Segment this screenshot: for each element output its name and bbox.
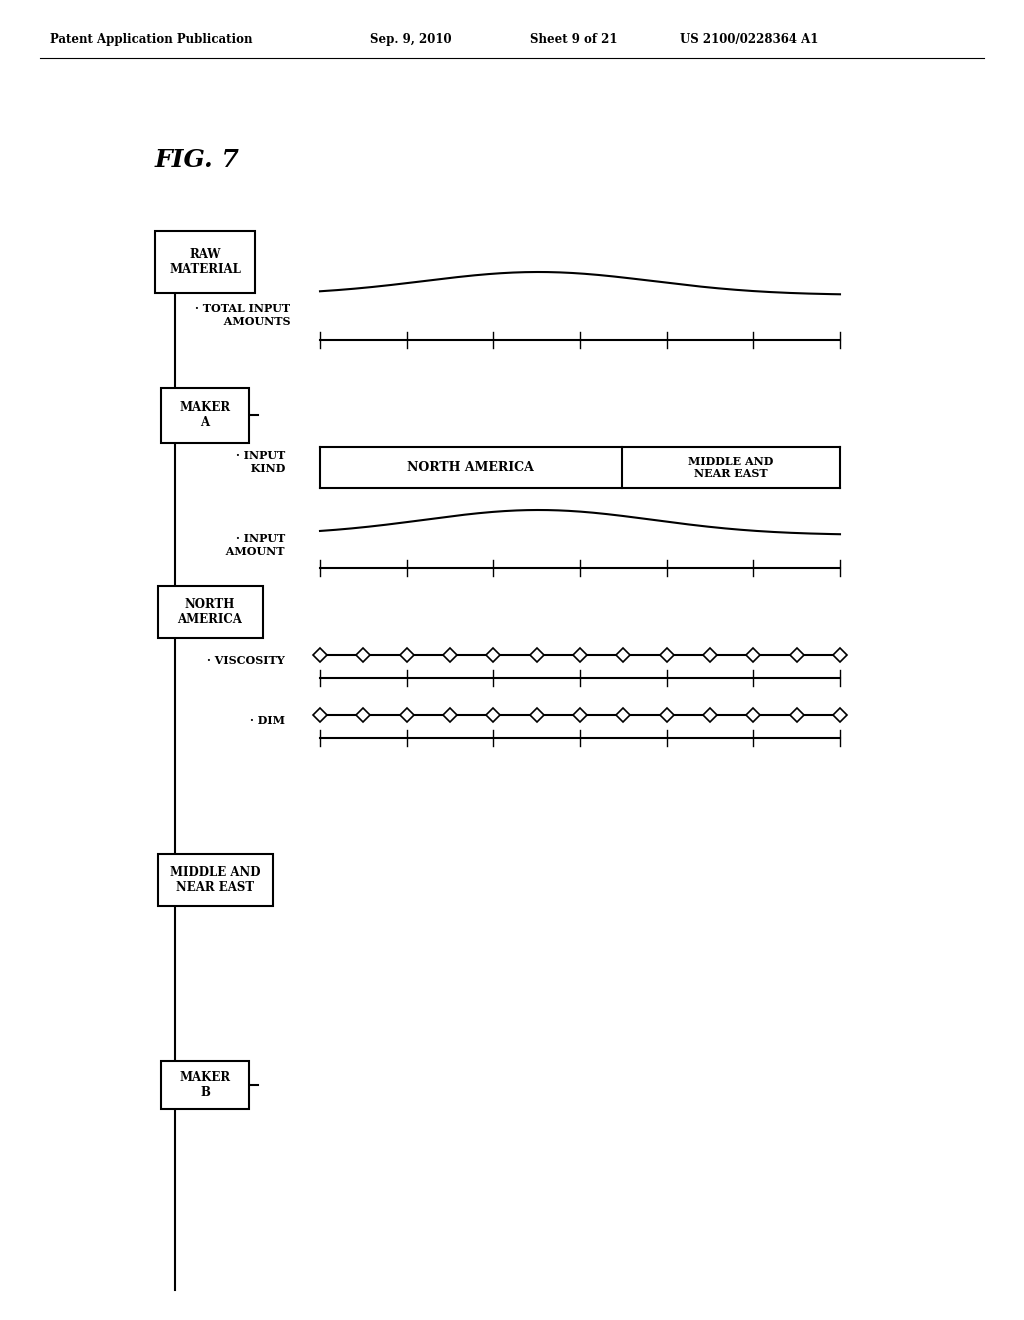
Text: NORTH AMERICA: NORTH AMERICA <box>408 461 535 474</box>
Text: · DIM: · DIM <box>250 714 285 726</box>
Text: NORTH
AMERICA: NORTH AMERICA <box>177 598 243 626</box>
Text: US 2100/0228364 A1: US 2100/0228364 A1 <box>680 33 818 46</box>
Text: Sep. 9, 2010: Sep. 9, 2010 <box>370 33 452 46</box>
Text: RAW
MATERIAL: RAW MATERIAL <box>169 248 241 276</box>
Bar <box>161 1061 249 1109</box>
Bar <box>161 388 249 442</box>
Text: Sheet 9 of 21: Sheet 9 of 21 <box>530 33 617 46</box>
Text: MIDDLE AND
NEAR EAST: MIDDLE AND NEAR EAST <box>170 866 260 894</box>
Text: FIG. 7: FIG. 7 <box>155 148 240 172</box>
Bar <box>158 854 272 906</box>
Text: · TOTAL INPUT
  AMOUNTS: · TOTAL INPUT AMOUNTS <box>195 304 290 327</box>
Text: MAKER
B: MAKER B <box>179 1071 230 1100</box>
Text: · INPUT
  KIND: · INPUT KIND <box>236 450 285 474</box>
Text: MIDDLE AND
NEAR EAST: MIDDLE AND NEAR EAST <box>688 455 773 479</box>
Text: Patent Application Publication: Patent Application Publication <box>50 33 253 46</box>
Text: · INPUT
  AMOUNT: · INPUT AMOUNT <box>218 533 285 557</box>
Bar <box>158 586 262 638</box>
Text: · VISCOSITY: · VISCOSITY <box>207 655 285 665</box>
Text: MAKER
A: MAKER A <box>179 401 230 429</box>
Bar <box>155 231 255 293</box>
